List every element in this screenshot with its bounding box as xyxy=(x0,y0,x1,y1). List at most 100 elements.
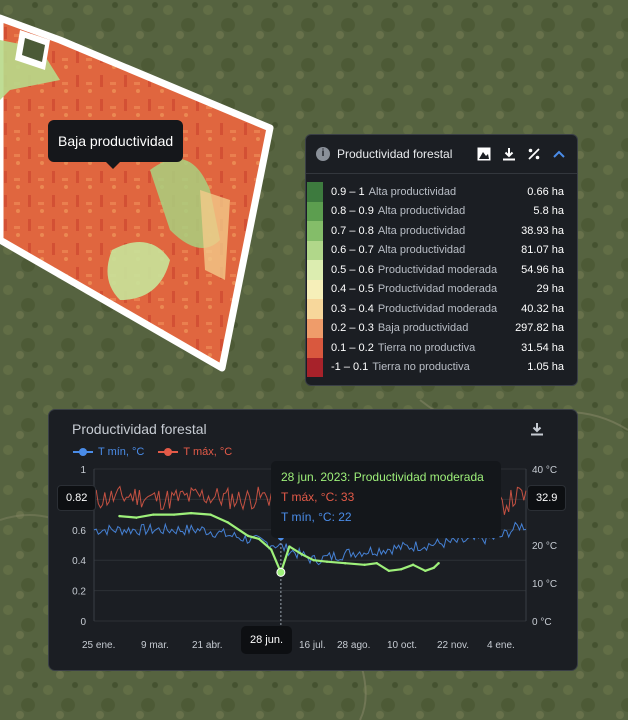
legend-area: 29 ha xyxy=(536,283,564,296)
legend-area: 38.93 ha xyxy=(521,224,564,237)
legend-swatch xyxy=(307,182,323,202)
y-right-tick-label: 10 °C xyxy=(532,579,557,590)
legend-class: Tierra no productiva xyxy=(377,341,476,354)
productivity-point xyxy=(343,562,347,565)
legend-class: Alta productividad xyxy=(377,224,466,237)
chart-title: Productividad forestal xyxy=(72,421,207,437)
image-export-icon[interactable] xyxy=(476,146,492,162)
legend-row[interactable]: 0.3 – 0.4 Productividad moderada 40.32 ha xyxy=(306,299,577,319)
legend-range: 0.5 – 0.6 xyxy=(331,263,374,276)
legend-area: 5.8 ha xyxy=(533,205,564,218)
legend-row[interactable]: 0.4 – 0.5 Productividad moderada 29 ha xyxy=(306,279,577,299)
productivity-point xyxy=(399,568,403,571)
x-tick-label: 16 jul. xyxy=(299,640,326,651)
map-hover-tooltip: Baja productividad xyxy=(48,120,184,169)
legend-title: Productividad forestal xyxy=(337,147,453,161)
chart-hover-tooltip: 28 jun. 2023: Productividad moderada T m… xyxy=(271,461,501,538)
right-value-badge: 32.9 xyxy=(527,485,567,511)
legend-row[interactable]: 0.1 – 0.2 Tierra no productiva 31.54 ha xyxy=(306,338,577,358)
legend-swatch xyxy=(307,221,323,241)
productivity-point xyxy=(325,560,329,563)
legend-class: Productividad moderada xyxy=(377,283,498,296)
info-icon[interactable]: i xyxy=(316,147,330,161)
legend-row[interactable]: 0.5 – 0.6 Productividad moderada 54.96 ha xyxy=(306,260,577,280)
legend-rows: 0.9 – 1 Alta productividad 0.66 ha 0.8 – 0.… xyxy=(306,174,577,377)
y-left-tick-label: 0.4 xyxy=(72,556,86,567)
legend-class: Baja productividad xyxy=(377,322,469,335)
tooltip-tmin: T mín, °C: 22 xyxy=(281,510,352,524)
series-line-productivity xyxy=(119,512,440,574)
legend-class: Alta productividad xyxy=(377,244,466,257)
legend-range: 0.1 – 0.2 xyxy=(331,341,374,354)
productivity-point xyxy=(257,537,261,541)
chart-series-legend: T mín, °C T máx, °C xyxy=(73,446,246,458)
legend-swatch xyxy=(307,357,323,377)
legend-area: 54.96 ha xyxy=(521,263,564,276)
percent-icon[interactable] xyxy=(526,146,542,162)
x-tick-label: 28 ago. xyxy=(337,640,370,651)
legend-item-tmin[interactable]: T mín, °C xyxy=(73,446,144,458)
legend-area: 1.05 ha xyxy=(527,361,564,374)
productivity-point xyxy=(432,566,435,569)
productivity-point xyxy=(387,569,391,573)
x-tick-label: 25 ene. xyxy=(82,640,115,651)
productivity-point xyxy=(246,534,250,538)
productivity-point xyxy=(118,514,121,518)
y-right-tick-label: 0 °C xyxy=(532,617,552,628)
legend-area: 81.07 ha xyxy=(521,244,564,257)
chart-download-icon[interactable] xyxy=(530,422,544,441)
x-tick-label: 4 ene. xyxy=(487,640,515,651)
chevron-up-icon[interactable] xyxy=(551,146,567,162)
legend-row[interactable]: 0.7 – 0.8 Alta productividad 38.93 ha xyxy=(306,221,577,241)
legend-range: -1 – 0.1 xyxy=(331,361,369,374)
productivity-point xyxy=(189,511,193,515)
legend-row[interactable]: -1 – 0.1 Tierra no productiva 1.05 ha xyxy=(306,357,577,377)
field-polygon[interactable] xyxy=(0,14,274,372)
legend-swatch xyxy=(307,201,323,221)
legend-row[interactable]: 0.6 – 0.7 Alta productividad 81.07 ha xyxy=(306,240,577,260)
legend-area: 0.66 ha xyxy=(527,185,564,198)
x-tick-label: 21 abr. xyxy=(192,640,223,651)
tooltip-tmax: T máx, °C: 33 xyxy=(281,490,355,504)
y-left-tick-label: 1 xyxy=(80,465,86,476)
legend-row[interactable]: 0.8 – 0.9 Alta productividad 5.8 ha xyxy=(306,201,577,221)
x-tick-label: 9 mar. xyxy=(141,640,169,651)
legend-swatch xyxy=(307,260,323,280)
productivity-point xyxy=(288,545,291,548)
legend-range: 0.6 – 0.7 xyxy=(331,244,374,257)
legend-item-tmax[interactable]: T máx, °C xyxy=(158,446,232,458)
x-tick-label: 22 nov. xyxy=(437,640,469,651)
legend-range: 0.4 – 0.5 xyxy=(331,283,374,296)
legend-row[interactable]: 0.9 – 1 Alta productividad 0.66 ha xyxy=(306,182,577,202)
legend-area: 40.32 ha xyxy=(521,302,564,315)
legend-area: 297.82 ha xyxy=(515,322,564,335)
y-right-tick-label: 40 °C xyxy=(532,465,557,476)
legend-swatch xyxy=(307,318,323,338)
legend-class: Tierra no productiva xyxy=(372,361,470,374)
productivity-point xyxy=(411,563,415,566)
x-tick-label: 10 oct. xyxy=(387,640,417,651)
legend-range: 0.3 – 0.4 xyxy=(331,302,374,315)
legend-range: 0.8 – 0.9 xyxy=(331,205,374,218)
download-icon[interactable] xyxy=(501,146,517,162)
productivity-point xyxy=(375,562,378,565)
productivity-point xyxy=(172,513,176,516)
productivity-point xyxy=(269,548,273,551)
legend-swatch xyxy=(307,279,323,299)
left-value-badge: 0.82 xyxy=(57,485,97,511)
legend-class: Alta productividad xyxy=(377,205,466,218)
tooltip-title: 28 jun. 2023: Productividad moderada xyxy=(281,470,484,484)
y-right-tick-label: 20 °C xyxy=(532,541,557,552)
y-left-tick-label: 0.6 xyxy=(72,526,86,537)
legend-range: 0.9 – 1 xyxy=(331,185,365,198)
legend-header: i Productividad forestal xyxy=(306,135,577,174)
productivity-point xyxy=(209,513,212,516)
productivity-point xyxy=(312,559,315,562)
legend-row[interactable]: 0.2 – 0.3 Baja productividad 297.82 ha xyxy=(306,318,577,338)
hover-point-productivity xyxy=(276,567,286,577)
chart-panel: 00.20.40.60.810 °C10 °C20 °C30 °C40 °C25… xyxy=(48,409,578,671)
legend-class: Productividad moderada xyxy=(377,302,498,315)
productivity-point xyxy=(437,562,440,565)
legend-swatch xyxy=(307,338,323,358)
productivity-legend-panel: i Productividad forestal 0.9 – 1 Alta pro… xyxy=(305,134,578,386)
